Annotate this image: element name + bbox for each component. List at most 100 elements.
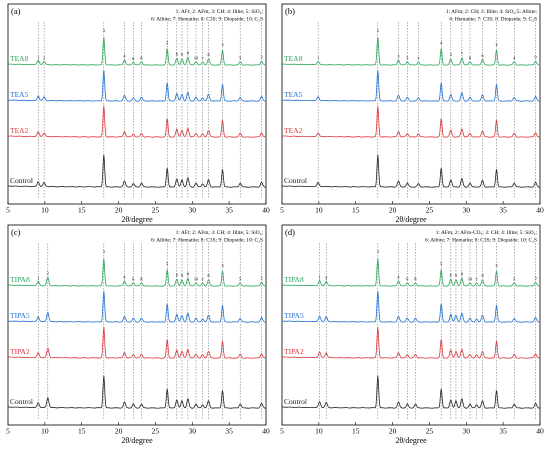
peak-number-4: 4 [123, 274, 126, 279]
peak-number-11: 10 [468, 276, 472, 281]
series-label-tea8: TEA8 [10, 54, 29, 63]
x-tick-label: 30 [463, 206, 471, 215]
x-tick-label: 35 [499, 206, 507, 215]
peak-number-6: 8 [140, 55, 142, 60]
peak-number-3: 3 [103, 249, 105, 254]
peak-number-10: 8 [187, 271, 189, 276]
series-line-tipa5 [281, 291, 541, 323]
peak-number-15: 5 [239, 55, 241, 60]
phase-key-line-1: 1: AFt; 2: AFm; 3: CH; 4: Illite; 5: SiO… [176, 9, 264, 15]
peak-number-1: 1 [37, 275, 39, 280]
series-line-tipa8 [7, 257, 267, 287]
peak-number-11: 10 [194, 276, 198, 281]
peak-number-4: 4 [123, 53, 126, 58]
peak-number-12: 7 [202, 56, 204, 61]
series-line-tipa5 [7, 291, 267, 323]
x-axis-label: 2θ/degree [395, 215, 427, 224]
series-line-tea2 [8, 105, 267, 138]
x-tick-label: 30 [189, 206, 197, 215]
series-label-tipa5: TIPA5 [10, 311, 30, 320]
phase-key-line-2: 6: Albite; 7: Hematite; 8: C3S; 9: Diops… [151, 238, 263, 244]
x-tick-label: 20 [389, 206, 397, 215]
peak-number-3: 3 [377, 249, 379, 254]
peak-number-14: 3 [221, 263, 223, 268]
series-label-tea8: TEA8 [284, 54, 303, 63]
series-label-tipa8: TIPA8 [10, 275, 30, 284]
x-tick-label: 35 [499, 427, 507, 436]
peak-number-16: 3 [261, 276, 263, 281]
series-line-tea8 [281, 36, 541, 66]
x-tick-label: 25 [152, 206, 160, 215]
peak-number-4: 4 [397, 274, 400, 279]
series-label-tea5: TEA5 [284, 90, 303, 99]
peak-number-13: 8 [207, 273, 209, 278]
peak-number-1: 1 [317, 55, 319, 60]
plot-frame [7, 224, 267, 426]
peak-number-10: 6 [481, 53, 483, 58]
peak-number-3: 3 [397, 53, 399, 58]
peak-number-11: 2 [495, 42, 497, 47]
x-tick-label: 30 [463, 427, 471, 436]
peak-number-10: 8 [187, 50, 189, 55]
series-line-tea2 [282, 105, 541, 138]
peak-number-7: 5 [166, 40, 168, 45]
series-line-tipa2 [8, 326, 267, 359]
x-tick-label: 10 [315, 427, 323, 436]
series-line-tipa2 [282, 326, 541, 359]
peak-number-1: 1 [37, 54, 39, 59]
peak-number-6: 8 [140, 276, 142, 281]
series-label-control: Control [284, 176, 307, 185]
peak-number-6: 4 [440, 40, 443, 45]
x-tick-label: 5 [280, 206, 284, 215]
peak-number-5: 6 [132, 276, 134, 281]
peak-number-14: 3 [495, 263, 497, 268]
peak-number-13: 8 [481, 273, 483, 278]
x-tick-label: 25 [426, 427, 434, 436]
peak-number-8: 7 [461, 51, 463, 56]
plot-frame [7, 3, 267, 205]
phase-key-line-1: 1: AFt; 2: AFm; 3: CH; 4: Illite; 5: SiO… [176, 230, 264, 236]
x-tick-label: 30 [189, 427, 197, 436]
series-label-tipa2: TIPA2 [284, 347, 304, 356]
panel-label: (a) [11, 6, 21, 16]
series-line-control [281, 154, 541, 188]
plot-frame [281, 3, 541, 205]
peak-number-7: 5 [166, 261, 168, 266]
phase-key-line-2: 6: Albite; 7: Hematite; 8: C3S; 9: Diops… [151, 17, 263, 23]
peak-number-15: 5 [513, 276, 515, 281]
series-label-tipa2: TIPA2 [10, 347, 30, 356]
phase-key-line-2: 6: Hematite; 7: C3S; 8: Diopside; 9: C₂S [449, 17, 537, 23]
peak-number-5: 6 [132, 56, 134, 61]
peak-number-16: 3 [535, 276, 537, 281]
peak-number-2: 2 [47, 271, 49, 276]
x-tick-label: 25 [152, 427, 160, 436]
x-tick-label: 5 [6, 206, 10, 215]
series-label-tea5: TEA5 [10, 90, 29, 99]
series-label-tea2: TEA2 [10, 126, 29, 135]
peak-number-2: 2 [43, 55, 45, 60]
peak-number-16: 3 [261, 55, 263, 60]
x-tick-label: 10 [41, 427, 49, 436]
x-tick-label: 40 [536, 206, 544, 215]
plot-frame [281, 224, 541, 426]
peak-number-8: 6 [450, 272, 452, 277]
peak-number-13: 9 [535, 55, 537, 60]
peak-number-7: 5 [450, 52, 452, 57]
x-tick-label: 35 [225, 206, 233, 215]
series-line-tea8 [7, 36, 267, 66]
peak-number-6: 8 [414, 276, 416, 281]
x-tick-label: 40 [536, 427, 544, 436]
x-tick-label: 20 [115, 427, 123, 436]
series-label-tea2: TEA2 [284, 126, 303, 135]
peak-number-9: 9 [181, 52, 183, 57]
series-line-control [281, 375, 541, 409]
peak-number-1: 1 [319, 274, 321, 279]
x-tick-label: 10 [41, 206, 49, 215]
panel-label: (d) [285, 227, 295, 237]
peak-number-2: 2 [377, 28, 379, 33]
phase-key-line-1: 1: AFm; 2: CH; 3: Illite; 4: SiO₂;5: Alb… [446, 9, 538, 15]
